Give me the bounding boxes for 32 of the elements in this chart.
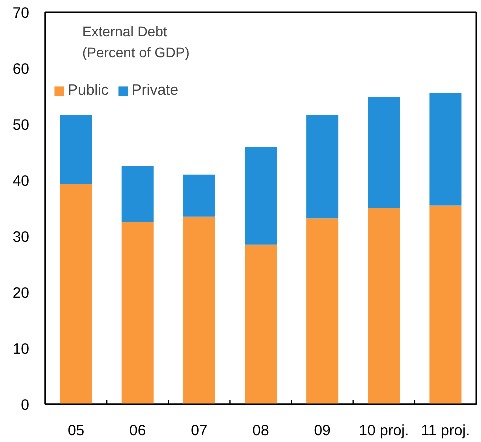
bar [368, 208, 400, 404]
legend-label: Private [132, 82, 179, 99]
x-tick-label: 08 [252, 422, 270, 440]
bar [306, 218, 339, 404]
y-tick-label: 30 [12, 229, 30, 246]
y-tick-label: 10 [12, 341, 30, 358]
bar [368, 97, 400, 208]
y-tick-label: 70 [12, 5, 30, 22]
x-tick-label: 07 [191, 422, 208, 440]
y-tick-label: 0 [21, 397, 30, 414]
x-tick-label: 10 proj. [359, 422, 410, 440]
annotation: External Debt (Percent of GDP) [82, 24, 190, 60]
bar [430, 93, 462, 206]
y-tick-label: 40 [12, 173, 30, 190]
bar [122, 222, 154, 404]
bar [60, 116, 92, 184]
bar [60, 184, 92, 404]
legend-label: Public [68, 82, 109, 99]
y-tick-label: 60 [12, 61, 30, 78]
x-tick-label: 11 proj. [421, 422, 470, 440]
bar [122, 166, 154, 222]
y-tick-label: 50 [12, 117, 30, 134]
bar [430, 206, 462, 404]
y-tick-label: 20 [12, 285, 30, 302]
bar [244, 244, 278, 404]
bar [183, 216, 216, 404]
bar [183, 174, 216, 217]
bar [244, 147, 278, 245]
x-tick-label: 09 [314, 422, 331, 440]
x-tick-label: 05 [68, 422, 85, 440]
bar [306, 116, 339, 219]
x-tick-label: 06 [130, 422, 146, 440]
